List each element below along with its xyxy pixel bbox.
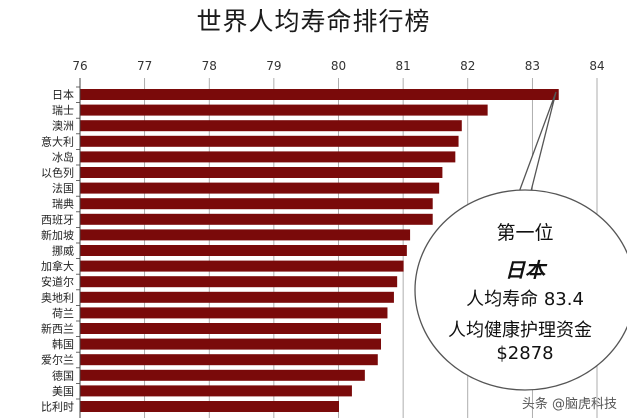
x-tick-label: 78 <box>202 59 217 73</box>
category-label: 新加坡 <box>41 228 74 242</box>
bar <box>80 245 407 256</box>
bar <box>80 385 352 397</box>
bar <box>80 182 440 194</box>
bar <box>80 260 404 272</box>
bar <box>80 151 456 163</box>
bar <box>80 135 459 147</box>
category-label: 挪威 <box>52 244 74 258</box>
category-label: 安道尔 <box>41 275 74 289</box>
bar <box>80 354 378 366</box>
category-label: 日本 <box>52 88 74 102</box>
bar <box>80 229 411 241</box>
category-label: 澳洲 <box>52 120 74 133</box>
watermark: 头条 @脑虎科技 <box>521 397 617 412</box>
x-tick-label: 81 <box>395 59 410 73</box>
category-label: 爱尔兰 <box>41 354 74 367</box>
bars <box>80 89 559 412</box>
bar <box>80 276 398 288</box>
category-label: 美国 <box>52 385 74 398</box>
category-label: 荷兰 <box>52 307 74 320</box>
category-label: 韩国 <box>52 337 74 351</box>
chart-title: 世界人均寿命排行榜 <box>196 7 431 36</box>
bar <box>80 120 462 132</box>
bar <box>80 198 433 210</box>
bar <box>80 104 488 116</box>
x-axis-ticks: 76 77 78 79 80 81 82 83 84 <box>72 59 604 73</box>
x-tick-label: 76 <box>72 59 87 73</box>
x-tick-label: 77 <box>137 59 152 73</box>
category-label: 加拿大 <box>41 259 74 273</box>
category-label: 比利时 <box>41 401 74 414</box>
category-label: 冰岛 <box>52 150 74 164</box>
bar <box>80 89 559 100</box>
category-label: 奥地利 <box>41 290 74 304</box>
callout-bubble <box>414 91 627 391</box>
x-tick-label: 83 <box>525 59 540 73</box>
category-label: 德国 <box>52 368 74 382</box>
bar <box>80 291 394 303</box>
category-label: 瑞典 <box>52 197 74 211</box>
bar <box>80 307 388 319</box>
bar <box>80 338 382 350</box>
category-label: 以色列 <box>41 166 74 180</box>
x-tick-label: 84 <box>589 59 604 73</box>
category-labels: 日本瑞士澳洲意大利冰岛以色列法国瑞典西班牙新加坡挪威加拿大安道尔奥地利荷兰新西兰… <box>41 88 74 414</box>
category-label: 西班牙 <box>41 213 74 226</box>
x-tick-label: 79 <box>266 59 281 73</box>
x-tick-label: 82 <box>460 59 475 73</box>
category-label: 瑞士 <box>52 103 74 117</box>
category-label: 新西兰 <box>41 322 74 336</box>
x-tick-label: 80 <box>331 59 346 73</box>
bar <box>80 369 365 381</box>
category-label: 法国 <box>52 181 74 195</box>
bar <box>80 167 443 178</box>
bar <box>80 213 433 225</box>
bar <box>80 401 339 412</box>
bar <box>80 323 382 334</box>
category-label: 意大利 <box>41 134 74 148</box>
